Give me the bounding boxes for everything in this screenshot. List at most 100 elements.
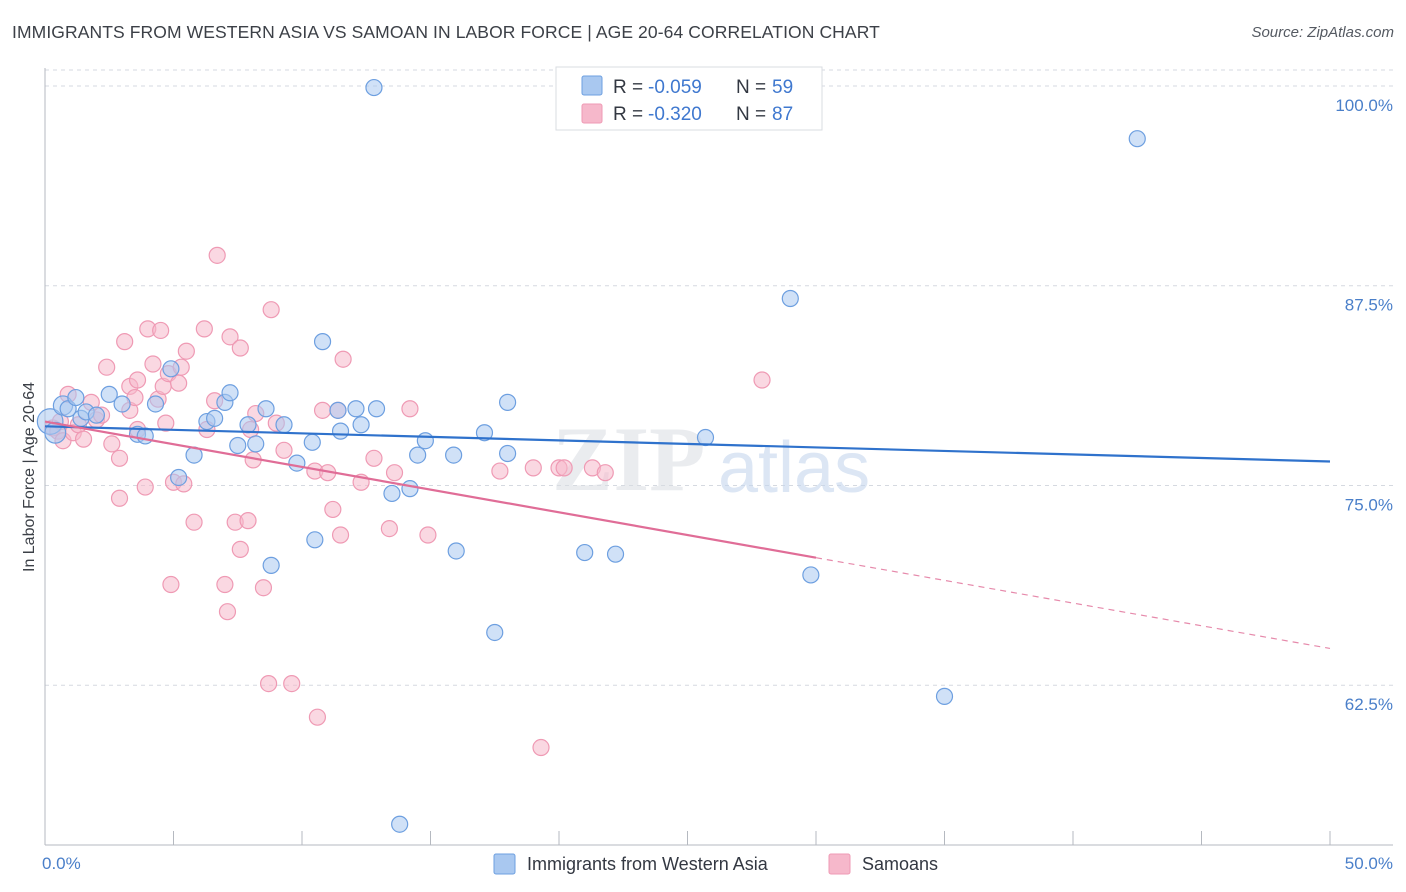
western-asia-point-27 bbox=[303, 433, 321, 451]
samoans-point-46 bbox=[239, 512, 257, 530]
western-asia-trend-line bbox=[44, 425, 1331, 463]
western-asia-point-38 bbox=[401, 480, 419, 498]
western-asia-point-54 bbox=[1128, 130, 1146, 148]
samoans-point-58 bbox=[313, 401, 332, 419]
samoans-point-34 bbox=[177, 342, 195, 360]
western-asia-point-48 bbox=[576, 543, 594, 562]
stats-r-value-2: -0.320 bbox=[648, 104, 702, 125]
western-asia-point-44 bbox=[486, 623, 504, 642]
samoans-point-44 bbox=[231, 339, 249, 357]
samoans-point-14 bbox=[110, 449, 129, 467]
samoans-point-67 bbox=[385, 464, 404, 482]
samoans-point-77 bbox=[753, 371, 771, 389]
western-asia-point-9 bbox=[113, 395, 131, 413]
samoans-point-70 bbox=[491, 462, 509, 480]
samoans-point-15 bbox=[116, 333, 134, 351]
western-asia-point-35 bbox=[367, 400, 386, 418]
samoans-point-11 bbox=[98, 358, 116, 376]
samoans-point-27 bbox=[157, 414, 175, 432]
samoans-point-68 bbox=[401, 400, 419, 418]
samoans-point-12 bbox=[103, 435, 121, 453]
stats-n-value-2: 87 bbox=[772, 104, 793, 125]
stats-r-label-2: R = bbox=[613, 104, 643, 125]
western-asia-point-51 bbox=[781, 289, 799, 308]
western-asia-point-34 bbox=[365, 78, 383, 97]
samoans-point-57 bbox=[308, 708, 327, 726]
western-asia-point-41 bbox=[445, 446, 463, 464]
samoans-point-36 bbox=[195, 320, 213, 338]
western-asia-point-23 bbox=[257, 400, 275, 418]
samoans-point-45 bbox=[231, 540, 249, 558]
western-asia-point-53 bbox=[935, 687, 954, 705]
axes bbox=[44, 68, 1393, 846]
samoans-trend-line bbox=[44, 420, 817, 559]
y-axis-title: In Labor Force | Age 20-64 bbox=[21, 382, 38, 572]
western-asia-point-17 bbox=[206, 409, 224, 427]
stats-n-value-1: 59 bbox=[772, 77, 793, 98]
x-tick-max: 50.0% bbox=[1345, 854, 1393, 873]
samoans-point-23 bbox=[144, 355, 162, 373]
western-asia-point-24 bbox=[262, 556, 280, 574]
western-asia-point-49 bbox=[606, 545, 625, 563]
chart-title: IMMIGRANTS FROM WESTERN ASIA VS SAMOAN I… bbox=[12, 22, 880, 42]
y-tick-label-2: 87.5% bbox=[1345, 296, 1393, 315]
western-asia-point-46 bbox=[499, 444, 517, 463]
western-asia-point-14 bbox=[170, 468, 188, 487]
y-tick-label-0: 62.5% bbox=[1345, 695, 1393, 714]
samoans-point-60 bbox=[324, 500, 342, 519]
western-asia-point-19 bbox=[221, 384, 239, 402]
samoans-point-42 bbox=[221, 328, 239, 346]
legend-swatch-western-asia bbox=[493, 853, 516, 875]
source-credit: Source: ZipAtlas.com bbox=[1251, 24, 1394, 41]
samoans-point-51 bbox=[259, 675, 278, 693]
samoans-point-72 bbox=[532, 738, 550, 757]
western-asia-point-12 bbox=[146, 395, 165, 413]
samoans-point-39 bbox=[208, 246, 226, 264]
trend-lines bbox=[44, 420, 1331, 650]
western-asia-point-31 bbox=[331, 422, 350, 440]
western-asia-point-13 bbox=[162, 360, 180, 378]
watermark-atlas: atlas bbox=[718, 428, 870, 508]
western-asia-point-42 bbox=[447, 542, 465, 560]
y-tick-label-3: 100.0% bbox=[1335, 96, 1393, 115]
samoans-point-74 bbox=[555, 459, 573, 477]
samoans-point-31 bbox=[170, 374, 188, 392]
samoans-point-52 bbox=[262, 301, 280, 319]
stats-swatch-blue bbox=[581, 75, 603, 96]
y-tick-labels: 62.5% 75.0% 87.5% 100.0% bbox=[1335, 96, 1393, 714]
samoans-trend-line-dashed bbox=[815, 557, 1331, 650]
western-asia-point-21 bbox=[239, 416, 257, 434]
western-asia-point-37 bbox=[391, 815, 409, 833]
western-asia-point-45 bbox=[499, 393, 517, 411]
samoans-point-63 bbox=[334, 350, 352, 368]
samoans-point-35 bbox=[185, 513, 203, 531]
western-asia-point-26 bbox=[288, 454, 306, 472]
western-asia-point-40 bbox=[416, 432, 434, 450]
western-asia-point-22 bbox=[247, 435, 265, 453]
western-asia-point-39 bbox=[409, 446, 427, 464]
western-asia-point-36 bbox=[383, 484, 401, 503]
samoans-point-29 bbox=[162, 575, 180, 594]
stats-r-label-1: R = bbox=[613, 77, 643, 98]
stats-legend: R = -0.059 N = 59 R = -0.320 N = 87 bbox=[555, 66, 823, 131]
western-asia-point-32 bbox=[347, 400, 365, 418]
samoans-point-21 bbox=[136, 478, 154, 496]
western-asia-point-52 bbox=[802, 566, 820, 584]
stats-n-label-1: N = bbox=[736, 77, 766, 98]
western-asia-point-29 bbox=[313, 333, 332, 351]
western-asia-point-7 bbox=[87, 406, 106, 424]
samoans-point-71 bbox=[524, 459, 542, 477]
samoans-point-50 bbox=[254, 579, 273, 597]
legend-swatch-samoans bbox=[828, 853, 851, 875]
western-asia-point-33 bbox=[352, 416, 370, 434]
samoans-point-66 bbox=[380, 520, 398, 538]
samoans-point-40 bbox=[216, 575, 234, 594]
gridlines bbox=[45, 69, 1393, 686]
y-tick-label-1: 75.0% bbox=[1345, 495, 1393, 514]
legend-label-samoans: Samoans bbox=[862, 854, 938, 874]
western-asia-point-30 bbox=[329, 401, 347, 419]
samoans-point-65 bbox=[365, 449, 383, 467]
watermark: ZIP atlas bbox=[552, 408, 870, 510]
samoans-point-69 bbox=[419, 526, 437, 544]
